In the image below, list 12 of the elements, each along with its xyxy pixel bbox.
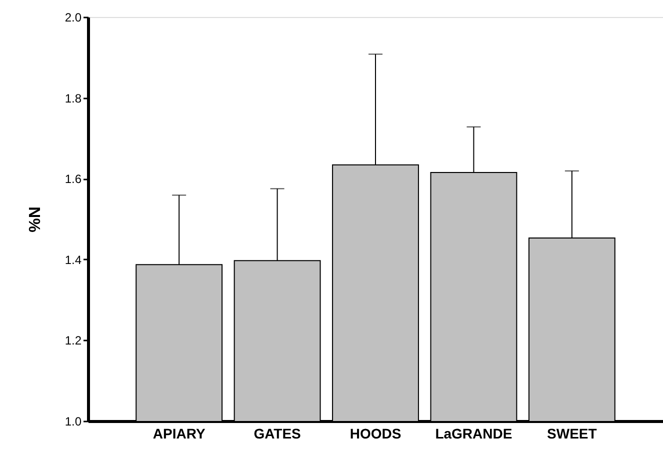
y-tick-label: 2.0 <box>64 10 82 24</box>
x-tick-label: SWEET <box>547 426 598 442</box>
y-tick-label: 1.0 <box>64 414 82 428</box>
y-tick-label: 1.8 <box>64 91 82 106</box>
x-tick-label: LaGRANDE <box>435 426 512 442</box>
y-tick-label: 1.2 <box>64 334 82 348</box>
y-axis-title: %N <box>26 206 44 232</box>
y-tick-label: 1.4 <box>64 252 82 267</box>
x-tick-label: GATES <box>254 426 301 442</box>
x-tick-label: APIARY <box>152 426 206 442</box>
x-tick-label: HOODS <box>350 426 402 442</box>
y-tick-label: 1.6 <box>64 172 82 186</box>
